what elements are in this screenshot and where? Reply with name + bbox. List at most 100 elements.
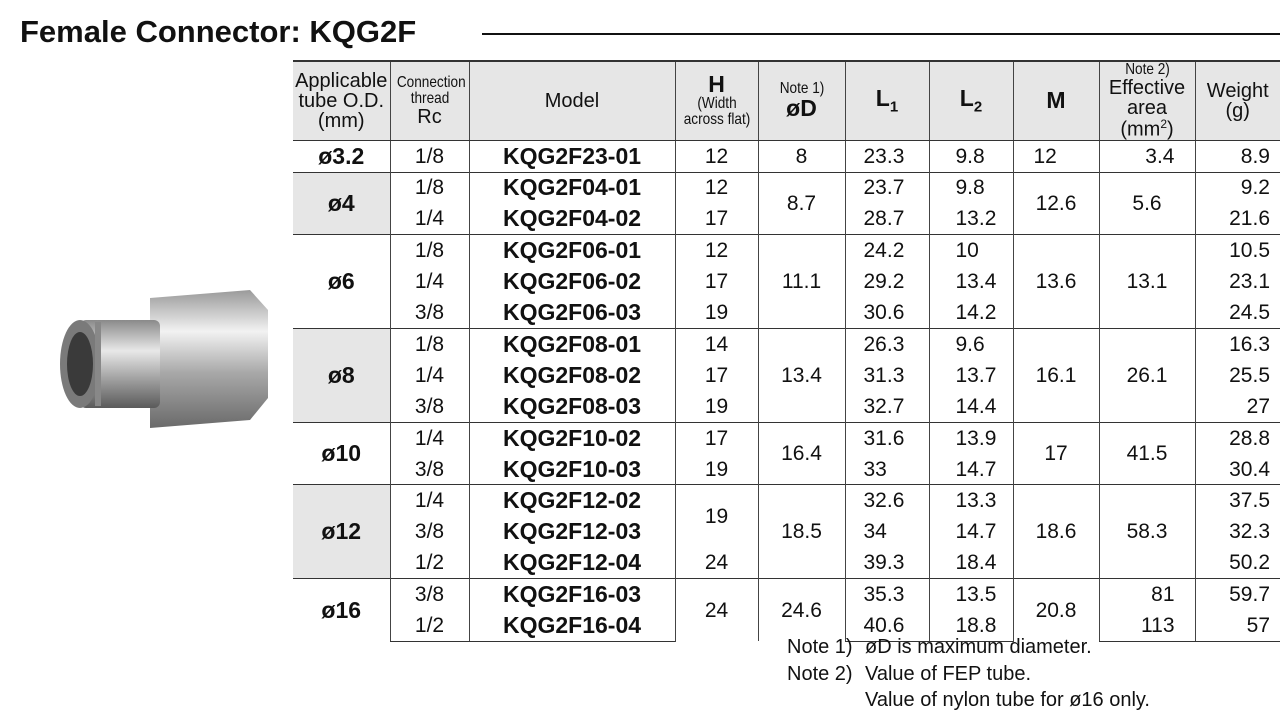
table-cell: 1/8 xyxy=(389,234,469,267)
table-cell: 13.4 xyxy=(757,328,845,423)
table-row: ø3.2 1/8 KQG2F23-01 12 8 23.3 9.8 12 3.4 8.9 xyxy=(293,139,1280,173)
table-cell: 19 xyxy=(674,453,758,485)
table-cell: 14 xyxy=(674,327,758,360)
note: Value of nylon tube for ø16 only. xyxy=(787,687,1150,714)
table-cell: 14.7 xyxy=(928,516,1013,548)
note-text: øD is maximum diameter. xyxy=(865,636,1092,658)
header-cell: M xyxy=(1012,59,1099,141)
header-text: L2 xyxy=(930,87,1013,115)
table-cell: 16.1 xyxy=(1012,328,1099,423)
table-cell: 20.8 xyxy=(1012,578,1099,642)
table-cell: 17 xyxy=(674,266,758,298)
table-row: ø16 3/8 KQG2F16-03 24 24.6 35.3 13.5 20.8 81 59.7 xyxy=(293,578,1280,642)
model-cell: KQG2F06-03 xyxy=(468,297,675,329)
table-cell: 24.2 xyxy=(844,234,929,267)
table-cell: 3/8 xyxy=(389,516,469,548)
model-cell: KQG2F06-01 xyxy=(468,234,675,267)
header-line: H xyxy=(708,71,725,98)
model-cell: KQG2F16-03 xyxy=(468,578,675,611)
table-cell: 50.2 xyxy=(1194,547,1280,579)
table-cell: 1/4 xyxy=(389,484,469,517)
header-line: Applicable xyxy=(295,69,388,92)
table-row: ø12 1/4 KQG2F12-02 19 18.5 32.6 13.3 18.6 58.3 37… xyxy=(293,484,1280,579)
header-sup: 2 xyxy=(1160,117,1167,131)
table-cell: 23.1 xyxy=(1194,266,1280,298)
table-cell: 10 xyxy=(928,234,1013,267)
header-line: Note 1) xyxy=(779,80,824,98)
table-cell: 14.7 xyxy=(928,453,1013,485)
header-line: øD xyxy=(786,95,817,122)
table-row: 1/4 KQG2F08-02 17 31.3 13.7 25.5 xyxy=(293,359,1280,391)
model-cell: KQG2F08-01 xyxy=(468,327,675,360)
table-cell: 31.3 xyxy=(844,359,929,391)
table-cell: 18.5 xyxy=(757,484,845,579)
note: Note 2) Value of FEP tube. xyxy=(787,661,1150,688)
header-cell: Weight (g) xyxy=(1194,59,1280,141)
header-line: Effective xyxy=(1108,77,1186,99)
model-cell: KQG2F16-04 xyxy=(468,610,675,642)
table-row: 3/8 KQG2F06-03 19 30.6 14.2 24.5 xyxy=(293,297,1280,329)
header-cell: Model xyxy=(468,59,675,141)
model-cell: KQG2F12-04 xyxy=(468,547,675,579)
table-cell: 12 xyxy=(674,234,758,267)
table-cell: 13.1 xyxy=(1098,234,1195,329)
table-cell: 24.6 xyxy=(757,578,845,642)
table-row: 1/2 KQG2F16-04 40.6 18.8 113 57 xyxy=(293,610,1280,642)
table-cell: ø12 xyxy=(293,484,390,579)
table-cell: ø3.2 xyxy=(293,139,390,173)
table-cell: 1/2 xyxy=(389,610,469,642)
header-main: L xyxy=(959,85,974,112)
table-cell: 23.7 xyxy=(844,171,929,204)
model-cell: KQG2F10-03 xyxy=(468,453,675,485)
header-cell: Connection thread Rc xyxy=(389,59,469,141)
table-cell: 11.1 xyxy=(757,234,845,329)
model-cell: KQG2F06-02 xyxy=(468,266,675,298)
table-cell: 8.9 xyxy=(1194,139,1280,173)
table-cell: 17 xyxy=(674,359,758,391)
table-cell: 26.3 xyxy=(844,327,929,360)
model-cell: KQG2F04-02 xyxy=(468,203,675,235)
table-cell: 1/4 xyxy=(389,359,469,391)
model-cell: KQG2F08-03 xyxy=(468,390,675,423)
notes: Note 1) øD is maximum diameter. Note 2) Val… xyxy=(787,634,1150,714)
table-cell: ø16 xyxy=(293,578,390,642)
header-cell: H (Width across flat) xyxy=(674,59,758,141)
header-cell: Applicable tube O.D. (mm) xyxy=(293,59,390,141)
table-cell: 24 xyxy=(674,578,758,642)
table-cell: 9.6 xyxy=(928,327,1013,360)
table-row: 1/4 KQG2F06-02 17 29.2 13.4 23.1 xyxy=(293,266,1280,298)
table-cell: 10.5 xyxy=(1194,234,1280,267)
table-cell: 3/8 xyxy=(389,578,469,611)
table-cell: 30.4 xyxy=(1194,453,1280,485)
header-line: across flat) xyxy=(683,111,750,129)
table-cell: 35.3 xyxy=(844,578,929,611)
table-cell: 27 xyxy=(1194,390,1280,423)
table-cell: 29.2 xyxy=(844,266,929,298)
header-cell: Note 2) Effective area (mm2) xyxy=(1098,59,1195,141)
table-cell: 24 xyxy=(674,547,758,579)
model-cell: KQG2F08-02 xyxy=(468,359,675,391)
header-line: M xyxy=(1046,87,1066,114)
header-line: (mm) xyxy=(317,109,365,132)
table-cell: 1/4 xyxy=(389,266,469,298)
header-line: Note 2) xyxy=(1124,61,1170,78)
table-cell: 26.1 xyxy=(1098,328,1195,423)
table-cell: 21.6 xyxy=(1194,203,1280,235)
header-sub: 2 xyxy=(973,98,983,116)
table-cell: 17 xyxy=(1012,421,1099,485)
table-cell: 13.9 xyxy=(928,421,1013,454)
table-cell: 9.8 xyxy=(928,171,1013,204)
table-cell: 1/2 xyxy=(389,547,469,579)
table-cell: 18.8 xyxy=(928,610,1013,642)
header-line: Connection xyxy=(396,73,466,91)
table-cell: 40.6 xyxy=(844,610,929,642)
table-cell: ø6 xyxy=(293,234,390,329)
table-cell: 19 xyxy=(674,390,758,423)
table-cell: 19 xyxy=(674,297,758,329)
table-cell: 1/8 xyxy=(389,171,469,204)
table-cell: 81 xyxy=(1098,578,1195,611)
header-line: Rc xyxy=(417,105,442,128)
table-row: 3/8 KQG2F12-03 34 14.7 32.3 xyxy=(293,516,1280,548)
header-line: Weight xyxy=(1206,79,1269,102)
